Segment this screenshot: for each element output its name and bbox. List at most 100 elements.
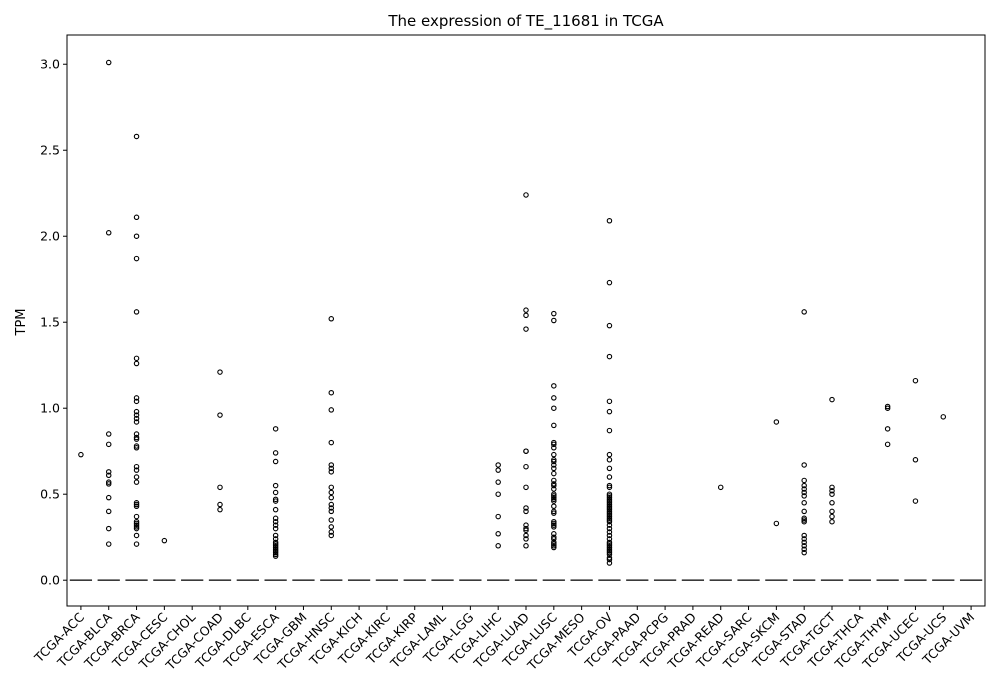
outlier-point (606, 506, 613, 513)
outlier-point (801, 493, 807, 499)
outlier-point (133, 503, 140, 509)
outlier-point (523, 312, 529, 319)
outlier-point (495, 462, 501, 468)
outlier-point (328, 508, 335, 515)
outlier-point (523, 484, 529, 491)
outlier-point (884, 405, 891, 411)
outlier-point (801, 477, 807, 484)
outlier-point (133, 415, 140, 422)
outlier-point (606, 408, 613, 415)
outlier-point (272, 496, 279, 503)
outlier-point (801, 309, 807, 315)
outlier-point (801, 482, 807, 489)
outlier-point (829, 396, 835, 403)
y-axis-label: TPM (14, 309, 29, 337)
outlier-point (606, 560, 613, 566)
outlier-point (606, 548, 613, 554)
outlier-point (551, 524, 557, 530)
outlier-point (272, 532, 279, 539)
outlier-point (217, 369, 223, 375)
outlier-point (551, 539, 557, 546)
y-tick-label: 3.0 (40, 57, 60, 72)
outlier-point (606, 517, 613, 523)
outlier-point (133, 419, 140, 425)
outlier-point (829, 518, 835, 525)
outlier-point (272, 515, 279, 522)
outlier-point (272, 553, 279, 559)
outlier-point (272, 458, 279, 465)
outlier-point (495, 491, 501, 497)
outlier-point (328, 532, 335, 539)
outlier-point (133, 463, 140, 470)
outlier-point (606, 536, 613, 542)
outlier-point (606, 427, 613, 434)
outlier-point (912, 457, 919, 463)
outlier-point (133, 474, 140, 480)
outlier-point (829, 513, 835, 520)
outlier-point (801, 517, 807, 523)
outlier-point (773, 419, 780, 425)
outlier-point (133, 214, 140, 221)
y-tick-label: 0.5 (40, 487, 60, 502)
outlier-point (551, 422, 557, 429)
outlier-point (606, 498, 613, 504)
outlier-point (606, 500, 613, 506)
outlier-point (272, 489, 279, 496)
outlier-point (606, 322, 613, 329)
outlier-point (606, 491, 613, 497)
outlier-point (606, 353, 613, 360)
outlier-point (133, 309, 140, 315)
outlier-point (606, 549, 613, 556)
outlier-point (495, 531, 501, 537)
outlier-point (133, 525, 140, 532)
outlier-point (551, 518, 557, 525)
outlier-point (328, 524, 335, 530)
outlier-point (105, 431, 112, 437)
outlier-point (133, 445, 140, 451)
outlier-point (884, 441, 891, 448)
outlier-point (523, 522, 529, 528)
outlier-point (551, 445, 557, 451)
outlier-point (606, 515, 613, 522)
outlier-point (272, 482, 279, 489)
outlier-point (606, 543, 613, 549)
outlier-point (551, 493, 557, 499)
outlier-point (551, 491, 557, 497)
outlier-point (606, 525, 613, 532)
outlier-point (78, 451, 84, 458)
outlier-point (606, 398, 613, 405)
outlier-point (606, 505, 613, 511)
outlier-point (272, 551, 279, 558)
outlier-point (606, 522, 613, 528)
outlier-point (801, 508, 807, 515)
outlier-point (606, 482, 613, 489)
outlier-point (606, 544, 613, 551)
outlier-point (551, 508, 557, 515)
outlier-point (272, 522, 279, 528)
outlier-point (551, 498, 557, 504)
outlier-point (606, 457, 613, 463)
outlier-point (912, 498, 919, 504)
outlier-point (272, 506, 279, 513)
outlier-point (551, 536, 557, 542)
outlier-point (551, 317, 557, 324)
outlier-point (551, 439, 557, 446)
outlier-point (606, 532, 613, 539)
outlier-point (606, 539, 613, 546)
outlier-point (523, 463, 529, 470)
outlier-point (606, 503, 613, 509)
outlier-point (551, 457, 557, 463)
outlier-point (133, 395, 140, 401)
outlier-point (523, 532, 529, 539)
outlier-point (328, 469, 335, 475)
outlier-point (272, 539, 279, 546)
y-tick-label: 2.0 (40, 229, 60, 244)
outlier-point (495, 479, 501, 485)
outlier-point (551, 458, 557, 465)
outlier-point (328, 489, 335, 496)
outlier-point (328, 465, 335, 472)
outlier-point (551, 541, 557, 547)
outlier-point (551, 465, 557, 472)
outlier-point (829, 491, 835, 497)
outlier-point (105, 472, 112, 479)
